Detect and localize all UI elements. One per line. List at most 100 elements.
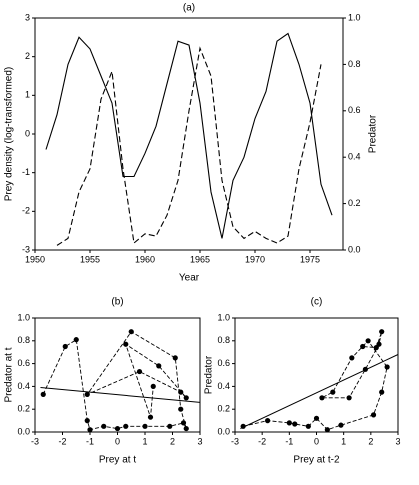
plot-frame <box>34 17 344 251</box>
point <box>114 425 121 432</box>
point <box>384 364 390 370</box>
point <box>136 368 143 375</box>
point <box>84 391 90 397</box>
point <box>286 420 292 426</box>
point <box>240 423 246 429</box>
x-tick-label: 3 <box>197 436 202 446</box>
point <box>349 355 355 361</box>
y-tick-label: 0.2 <box>17 404 30 414</box>
chart-title: (c) <box>311 297 323 308</box>
y-tick-label: 0.6 <box>217 358 230 368</box>
point <box>150 383 156 389</box>
point <box>324 427 330 433</box>
x-tick-label: 2 <box>170 436 175 446</box>
point <box>319 395 325 401</box>
point <box>183 425 189 432</box>
point <box>147 414 154 420</box>
series-line <box>45 32 333 239</box>
regression-line <box>240 354 399 430</box>
y-tick-label: 0.4 <box>217 381 230 391</box>
point <box>178 406 184 412</box>
series-line <box>56 46 322 246</box>
y-tick-label: 0 <box>25 128 30 138</box>
x-axis-label: Prey at t <box>99 455 136 466</box>
x-tick-label: -2 <box>58 436 66 446</box>
point <box>178 389 184 395</box>
point <box>370 412 377 418</box>
x-axis-label: Prey at t-2 <box>293 455 340 466</box>
y-axis-label: Predator at t <box>4 347 15 402</box>
y-tick-label: 0.2 <box>217 404 230 414</box>
y-tick-label: 0.4 <box>17 381 30 391</box>
y2-tick-label: 0.0 <box>348 244 361 254</box>
y-tick-label: -2 <box>22 206 30 216</box>
x-tick-label: -1 <box>86 436 94 446</box>
x-tick-label: 1 <box>142 436 147 446</box>
point <box>172 355 178 361</box>
x-tick-label: 1 <box>341 436 346 446</box>
x-tick-label: 0 <box>314 436 319 446</box>
x-tick-label: 3 <box>395 436 400 446</box>
y-tick-label: 3 <box>25 12 30 22</box>
y2-axis-label: Predator <box>368 114 379 153</box>
point <box>62 343 68 350</box>
y-tick-label: -1 <box>22 167 30 177</box>
y2-tick-label: 1.0 <box>348 12 361 22</box>
point <box>365 338 371 344</box>
y-tick-label: 0.0 <box>217 426 230 436</box>
x-tick-label: 1970 <box>245 254 265 264</box>
point <box>84 418 90 424</box>
trajectory-line <box>243 331 388 431</box>
y-tick-label: 1.0 <box>17 312 30 322</box>
point <box>183 395 189 401</box>
x-tick-label: 0 <box>115 436 120 446</box>
point <box>305 423 311 429</box>
y-tick-label: 0.8 <box>17 335 30 345</box>
x-tick-label: 1960 <box>135 254 155 264</box>
point <box>167 423 173 429</box>
point <box>379 389 385 395</box>
point <box>292 421 298 427</box>
point <box>265 418 271 424</box>
x-tick-label: 1975 <box>300 254 320 264</box>
y-tick-label: -3 <box>22 244 30 254</box>
x-tick-label: 2 <box>368 436 373 446</box>
y-tick-label: 1.0 <box>217 312 230 322</box>
point <box>346 395 352 401</box>
point <box>73 337 79 343</box>
y-tick-label: 0.6 <box>17 358 30 368</box>
point <box>40 391 46 397</box>
x-axis-label: Year <box>179 273 200 284</box>
y2-tick-label: 0.2 <box>348 198 361 208</box>
x-tick-label: -3 <box>231 436 239 446</box>
point <box>330 389 336 395</box>
x-tick-label: -1 <box>285 436 293 446</box>
point <box>101 423 107 429</box>
x-tick-label: -2 <box>258 436 266 446</box>
y-axis-label: Predator <box>204 355 215 394</box>
y2-tick-label: 0.8 <box>348 59 361 69</box>
point <box>123 341 129 347</box>
point <box>123 423 129 429</box>
chart-title: (a) <box>183 3 195 14</box>
point <box>313 415 320 421</box>
y2-tick-label: 0.6 <box>348 105 361 115</box>
regression-line <box>40 387 201 403</box>
y-tick-label: 2 <box>25 51 30 61</box>
point <box>373 345 379 351</box>
point <box>128 329 134 335</box>
chart-title: (b) <box>111 297 123 308</box>
x-tick-label: 1950 <box>25 254 45 264</box>
point <box>338 422 344 428</box>
point <box>142 423 148 429</box>
x-tick-label: 1965 <box>190 254 210 264</box>
y-tick-label: 0.0 <box>17 426 30 436</box>
y-tick-label: 0.8 <box>217 335 230 345</box>
y2-tick-label: 0.4 <box>348 152 361 162</box>
point <box>362 366 368 372</box>
y-tick-label: 1 <box>25 90 30 100</box>
plot-frame <box>34 317 201 433</box>
y-axis-label: Prey density (log-transformed) <box>4 67 15 202</box>
x-tick-label: -3 <box>31 436 39 446</box>
